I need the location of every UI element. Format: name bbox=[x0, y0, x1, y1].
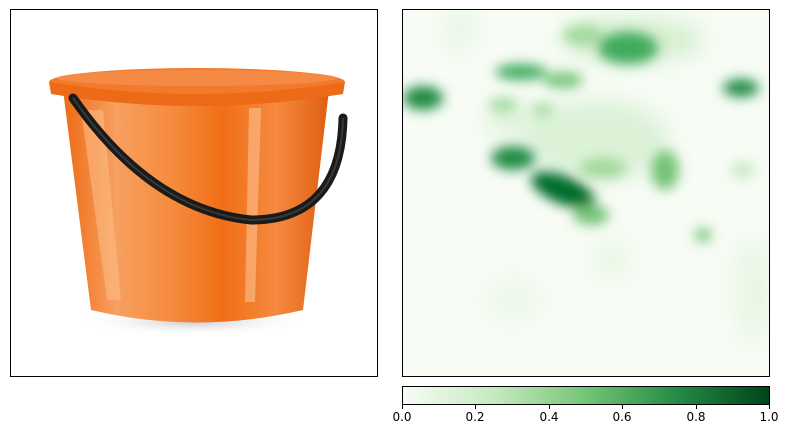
colorbar-tick-mark bbox=[402, 405, 403, 409]
colorbar-gradient bbox=[403, 387, 769, 404]
colorbar-tick-mark bbox=[549, 405, 550, 409]
colorbar-tick-label: 0.8 bbox=[686, 410, 706, 424]
colorbar-tick-label: 0.4 bbox=[539, 410, 559, 424]
heatmap-canvas bbox=[403, 10, 769, 376]
bucket-image bbox=[49, 68, 348, 336]
colorbar-tick-mark bbox=[769, 405, 770, 409]
attribution-heatmap bbox=[402, 9, 770, 377]
colorbar-tick-label: 0.6 bbox=[612, 410, 632, 424]
input-image-panel bbox=[10, 9, 378, 377]
colorbar-tick-label: 1.0 bbox=[759, 410, 779, 424]
colorbar-tick-mark bbox=[622, 405, 623, 409]
colorbar-tick-label: 0.0 bbox=[392, 410, 412, 424]
colorbar-tick-mark bbox=[475, 405, 476, 409]
colorbar bbox=[402, 386, 770, 405]
colorbar-tick-label: 0.2 bbox=[465, 410, 485, 424]
colorbar-tick-mark bbox=[696, 405, 697, 409]
